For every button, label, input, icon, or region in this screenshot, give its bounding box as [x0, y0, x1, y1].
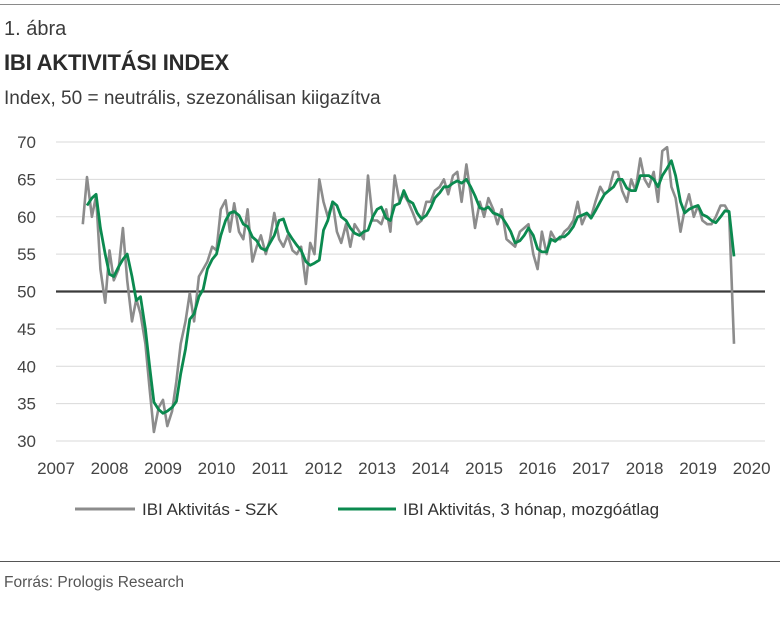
bottom-rule [0, 561, 780, 562]
y-tick-label-35: 35 [17, 395, 36, 414]
x-tick-label-2015: 2015 [465, 459, 503, 478]
x-tick-label-2008: 2008 [91, 459, 129, 478]
figure-number: 1. ábra [4, 18, 67, 40]
chart-title: IBI AKTIVITÁSI INDEX [4, 50, 229, 75]
x-tick-label-2019: 2019 [679, 459, 717, 478]
x-tick-label-2010: 2010 [198, 459, 236, 478]
x-tick-label-2018: 2018 [626, 459, 664, 478]
legend-item-raw-label: IBI Aktivitás - SZK [142, 500, 279, 519]
y-tick-label-40: 40 [17, 357, 36, 376]
y-tick-label-45: 45 [17, 320, 36, 339]
y-axis-ticks: 30 35 40 45 50 55 60 65 70 [17, 133, 36, 451]
x-tick-label-2017: 2017 [572, 459, 610, 478]
chart-subtitle: Index, 50 = neutrális, szezonálisan kiig… [4, 88, 381, 109]
legend: IBI Aktivitás - SZK IBI Aktivitás, 3 hóna… [75, 500, 659, 519]
x-axis-ticks: 2007 2008 2009 2010 2011 2012 2013 2014 2015 2016… [37, 459, 770, 478]
x-tick-label-2009: 2009 [144, 459, 182, 478]
x-tick-label-2020: 2020 [733, 459, 771, 478]
y-tick-label-30: 30 [17, 432, 36, 451]
y-tick-label-55: 55 [17, 245, 36, 264]
source-note: Forrás: Prologis Research [4, 574, 185, 591]
top-rule [0, 4, 780, 5]
y-tick-label-50: 50 [17, 283, 36, 302]
series-moving-average-line [85, 159, 736, 415]
x-tick-label-2014: 2014 [412, 459, 450, 478]
x-tick-label-2013: 2013 [358, 459, 396, 478]
x-tick-label-2016: 2016 [519, 459, 557, 478]
legend-item-moving-average-label: IBI Aktivitás, 3 hónap, mozgóátlag [403, 500, 659, 519]
x-tick-label-2011: 2011 [252, 459, 289, 478]
x-tick-label-2012: 2012 [305, 459, 343, 478]
y-tick-label-70: 70 [17, 133, 36, 152]
y-tick-label-65: 65 [17, 170, 36, 189]
series-group [81, 145, 736, 434]
y-tick-label-60: 60 [17, 208, 36, 227]
x-tick-label-2007: 2007 [37, 459, 75, 478]
